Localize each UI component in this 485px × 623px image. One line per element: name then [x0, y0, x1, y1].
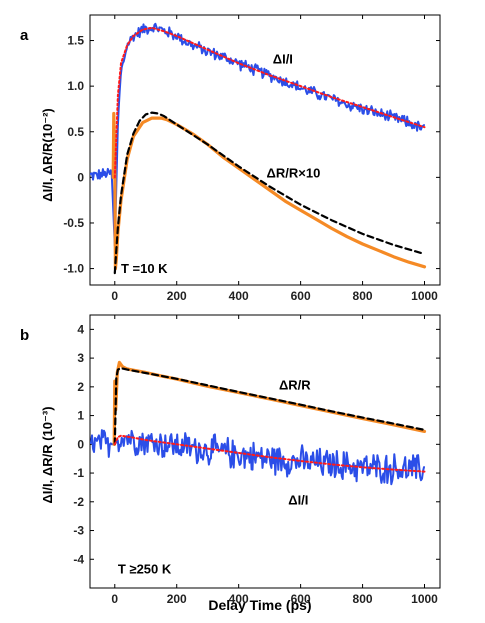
panel-a-xtick-label: 400: [229, 289, 249, 303]
panel-a-ytick-label: 0: [77, 170, 84, 184]
panel-a-ytick-label: 1.5: [67, 34, 84, 48]
panel-b-plot: 0 200 400 600 800 1000 -4 -3 -2 -1 0 1 2 3 4 ΔR/R ΔI/I T …: [73, 314, 441, 606]
panel-a-ytick-label: -1.0: [63, 262, 84, 276]
panel-a-letter: a: [20, 27, 29, 44]
panel-a-transmission-fit-line: [113, 26, 426, 179]
panel-a-annotation-0: ΔI/I: [273, 51, 293, 66]
panel-b-ytick-label: 1: [77, 409, 84, 423]
panel-b-xtick-label: 800: [353, 592, 373, 606]
panel-b-ytick-label: 0: [77, 437, 84, 451]
panel-a-ytick-label: 0.5: [67, 125, 84, 139]
panel-b-ytick-label: -1: [73, 466, 84, 480]
panel-b-xlabel: Delay Time (ps): [208, 597, 311, 613]
panel-b-annotation-0: ΔR/R: [279, 378, 311, 393]
panel-b-transmission-data-line: [90, 429, 425, 486]
panel-b-ytick-label: 3: [77, 351, 84, 365]
panel-a-xtick-label: 1000: [411, 289, 438, 303]
panel-a-plot: 0 200 400 600 800 1000 -1.0 -0.5 0 0.5 1.0 1.5 ΔI/I Δ…: [63, 14, 441, 303]
panel-a-ylabel: ΔI/I, ΔR/R(10⁻²): [40, 108, 55, 201]
panel-a-xtick-label: 0: [111, 289, 118, 303]
panel-b-xtick-label: 0: [111, 592, 118, 606]
panel-a: a ΔI/I, ΔR/R(10⁻²) 0 200 400 600 800 1000 -1.0…: [20, 14, 441, 303]
panel-a-xtick-label: 600: [291, 289, 311, 303]
panel-b-annotation-1: ΔI/I: [288, 493, 308, 508]
panel-b-annotation-2: T ≥250 K: [118, 562, 172, 577]
panel-a-reflection-fit-line: [113, 111, 426, 275]
panel-a-frame: [89, 14, 441, 286]
panel-a-transmission-data-line: [90, 22, 425, 247]
panel-b-ylabel: ΔI/I, ΔR/R (10⁻³): [40, 406, 55, 503]
panel-b-frame: [89, 314, 441, 589]
panel-b-ytick-label: 2: [77, 380, 84, 394]
panel-b-ytick-label: -2: [73, 495, 84, 509]
panel-b-ytick-label: -3: [73, 524, 84, 538]
panel-b-transmission-fit-line: [113, 434, 426, 473]
panel-a-reflection-data-line: [111, 111, 427, 271]
panel-b-reflection-data-line: [112, 360, 427, 446]
panel-b-xtick-label: 400: [229, 592, 249, 606]
panel-b-reflection-fit-line: [113, 367, 426, 446]
panel-b-xtick-label: 200: [167, 592, 187, 606]
panel-a-annotation-1: ΔR/R×10: [267, 165, 321, 180]
panel-a-xtick-label: 200: [167, 289, 187, 303]
panel-a-ytick-label: 1.0: [67, 79, 84, 93]
panel-b-ytick-label: -4: [73, 552, 84, 566]
panel-b-letter: b: [20, 327, 29, 344]
panel-b-xtick-label: 600: [291, 592, 311, 606]
panel-b-xtick-label: 1000: [411, 592, 438, 606]
panel-a-ytick-label: -0.5: [63, 216, 84, 230]
panel-a-xtick-label: 800: [353, 289, 373, 303]
panel-b: b ΔI/I, ΔR/R (10⁻³) Delay Time (ps) 0 200…: [20, 314, 441, 613]
panel-a-annotation-2: T =10 K: [121, 261, 168, 276]
panel-b-ytick-label: 4: [77, 322, 84, 336]
